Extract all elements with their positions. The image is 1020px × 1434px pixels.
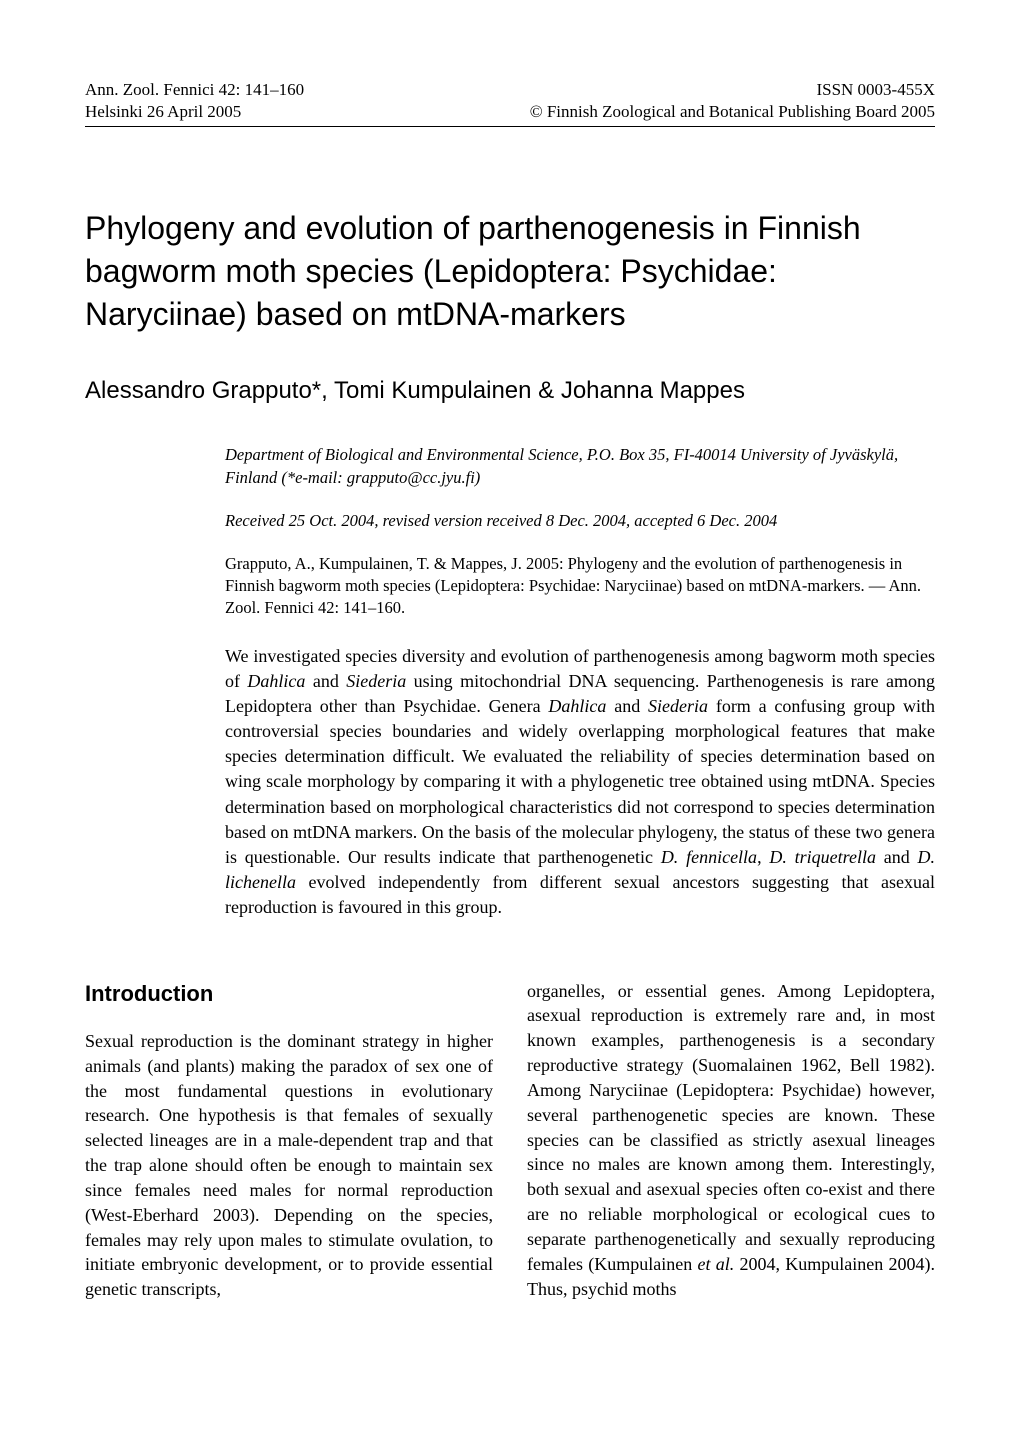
- species-name: D. fennicella: [661, 847, 757, 867]
- issn: ISSN 0003-455X: [816, 80, 935, 100]
- species-name: D. triquetrella: [769, 847, 876, 867]
- genus-name: Siederia: [648, 696, 708, 716]
- journal-reference: Ann. Zool. Fennici 42: 141–160: [85, 80, 304, 100]
- running-header-row-1: Ann. Zool. Fennici 42: 141–160 ISSN 0003…: [85, 80, 935, 100]
- section-heading-introduction: Introduction: [85, 979, 493, 1009]
- et-al: et al.: [697, 1254, 734, 1274]
- citation: Grapputo, A., Kumpulainen, T. & Mappes, …: [225, 553, 935, 620]
- authors: Alessandro Grapputo*, Tomi Kumpulainen &…: [85, 377, 935, 405]
- body-columns: Introduction Sexual reproduction is the …: [85, 979, 935, 1302]
- abstract: We investigated species diversity and ev…: [225, 644, 935, 921]
- abstract-text: and: [876, 847, 918, 867]
- right-column: organelles, or essential genes. Among Le…: [527, 979, 935, 1302]
- received-dates: Received 25 Oct. 2004, revised version r…: [225, 511, 935, 531]
- affiliation: Department of Biological and Environment…: [225, 443, 935, 489]
- genus-name: Dahlica: [548, 696, 606, 716]
- abstract-text: and: [305, 671, 346, 691]
- intro-paragraph-right: organelles, or essential genes. Among Le…: [527, 979, 935, 1302]
- body-text: organelles, or essential genes. Among Le…: [527, 981, 935, 1274]
- abstract-text: evolved independently from different sex…: [225, 872, 935, 917]
- genus-name: Siederia: [346, 671, 406, 691]
- publisher: © Finnish Zoological and Botanical Publi…: [530, 102, 935, 122]
- genus-name: Dahlica: [247, 671, 305, 691]
- intro-paragraph-left: Sexual reproduction is the dominant stra…: [85, 1029, 493, 1302]
- article-title: Phylogeny and evolution of parthenogenes…: [85, 207, 935, 337]
- abstract-text: and: [606, 696, 648, 716]
- location-date: Helsinki 26 April 2005: [85, 102, 241, 122]
- left-column: Introduction Sexual reproduction is the …: [85, 979, 493, 1302]
- abstract-text: form a confusing group with controversia…: [225, 696, 935, 867]
- running-header-row-2: Helsinki 26 April 2005 © Finnish Zoologi…: [85, 102, 935, 127]
- abstract-text: ,: [757, 847, 769, 867]
